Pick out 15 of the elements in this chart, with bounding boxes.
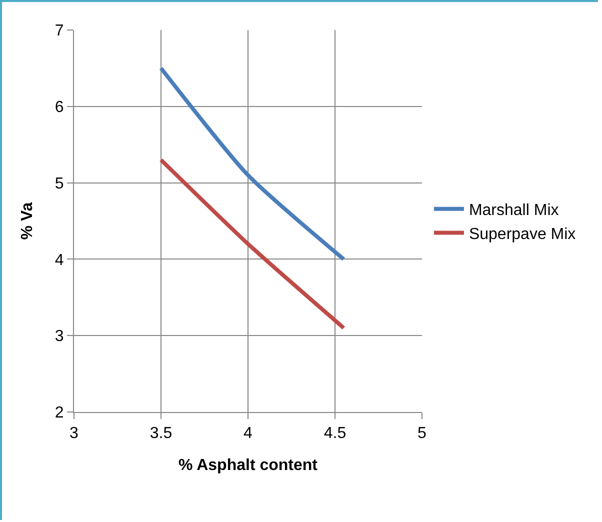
x-tick-label: 4.5 bbox=[324, 425, 346, 442]
x-tick-label: 4 bbox=[244, 425, 253, 442]
legend-label: Marshall Mix bbox=[468, 202, 559, 220]
y-tick-label: 7 bbox=[54, 22, 64, 40]
y-tick-label: 6 bbox=[54, 99, 64, 116]
y-tick-label: 3 bbox=[54, 328, 64, 346]
y-tick-label: 2 bbox=[54, 404, 64, 422]
legend-label: Superpave Mix bbox=[468, 226, 576, 243]
y-tick-label: 5 bbox=[54, 175, 64, 192]
x-tick-label: 3 bbox=[70, 425, 79, 442]
x-axis-title: % Asphalt content bbox=[178, 457, 318, 474]
y-axis-title: % Va bbox=[19, 202, 36, 240]
x-tick-label: 3.5 bbox=[150, 425, 172, 442]
y-tick-label: 4 bbox=[54, 252, 64, 269]
x-tick-label: 5 bbox=[418, 425, 427, 442]
